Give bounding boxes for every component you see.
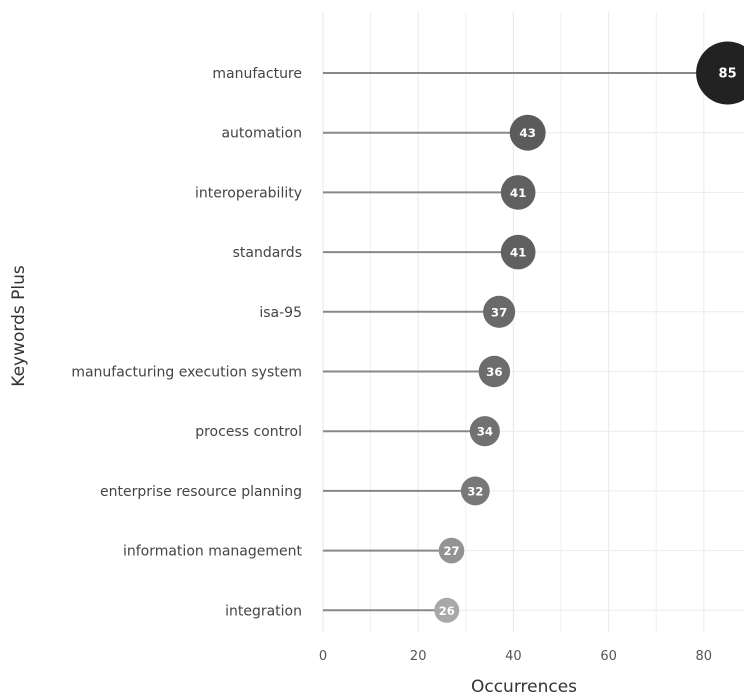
data-label: 37 <box>491 305 507 319</box>
lollipop-bubble <box>483 295 516 328</box>
x-tick-label: 60 <box>600 649 617 664</box>
lollipop-bubble <box>460 476 490 506</box>
data-label: 41 <box>510 186 527 200</box>
data-label: 26 <box>439 604 455 618</box>
data-label: 34 <box>477 425 493 439</box>
bubbles: 85 43 41 41 37 36 34 32 27 26 <box>434 41 744 623</box>
y-axis-title: Keywords Plus <box>9 265 29 387</box>
data-label: 36 <box>486 365 502 379</box>
category-label: automation <box>221 126 302 142</box>
lollipop-bubble <box>509 114 546 151</box>
category-labels: manufacture automation interoperability sta… <box>71 66 302 619</box>
data-label: 32 <box>467 484 483 498</box>
category-label: information management <box>123 544 303 560</box>
category-label: enterprise resource planning <box>100 484 302 500</box>
category-label: manufacture <box>212 66 302 82</box>
data-label: 43 <box>519 126 536 140</box>
x-tick-labels: 0 20 40 60 80 <box>319 649 712 664</box>
category-label: interoperability <box>195 185 302 201</box>
category-label: integration <box>225 603 302 619</box>
stems <box>323 72 728 612</box>
category-label: manufacturing execution system <box>71 365 302 381</box>
category-label: process control <box>195 424 302 440</box>
x-axis-title: Occurrences <box>471 677 577 693</box>
lollipop-bubble <box>696 41 744 105</box>
data-label: 27 <box>444 544 460 558</box>
lollipop-bubble <box>434 597 460 623</box>
category-label: standards <box>233 245 302 261</box>
category-label: isa-95 <box>259 305 302 321</box>
x-tick-label: 0 <box>319 649 327 664</box>
gridlines <box>322 12 744 632</box>
data-label: 41 <box>510 246 527 260</box>
lollipop-bubble <box>500 175 536 210</box>
x-tick-label: 20 <box>410 649 427 664</box>
x-tick-label: 40 <box>505 649 522 664</box>
lollipop-bubble <box>478 355 511 388</box>
x-tick-label: 80 <box>696 649 713 664</box>
data-label: 85 <box>719 67 737 82</box>
lollipop-bubble <box>500 234 536 270</box>
lollipop-bubble <box>438 537 465 564</box>
lollipop-bubble <box>469 416 500 447</box>
